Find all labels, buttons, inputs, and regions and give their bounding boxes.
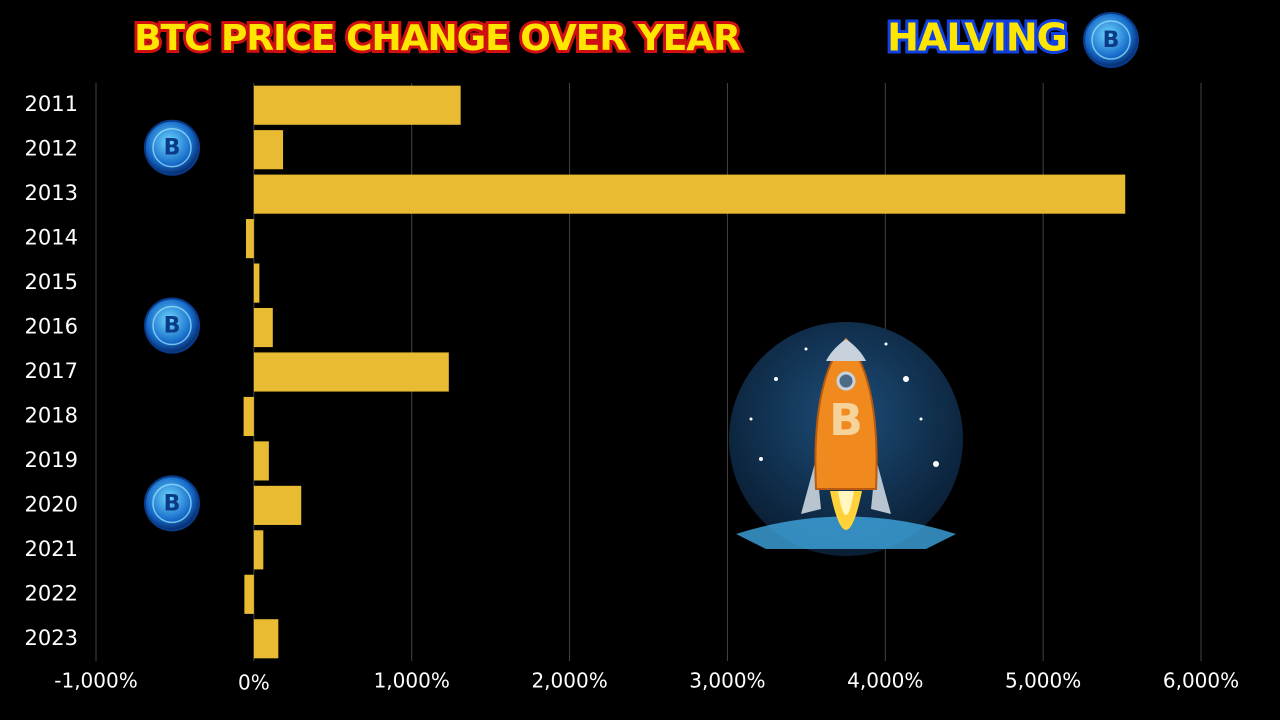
rocket-illustration: B [729, 322, 963, 556]
y-tick-label: 2021 [25, 537, 78, 561]
x-tick-label: 3,000% [689, 669, 765, 693]
halving-marker [144, 297, 200, 354]
chart-title: BTC PRICE CHANGE OVER YEAR [134, 18, 740, 59]
bars [243, 85, 1126, 659]
y-tick-label: 2011 [25, 92, 78, 116]
x-tick-label: 5,000% [1005, 669, 1081, 693]
bar [245, 219, 254, 259]
bar [253, 307, 273, 348]
x-tick-label: 2,000% [531, 669, 607, 693]
halving-marker [144, 119, 200, 176]
y-tick-label: 2014 [25, 226, 78, 250]
x-tick-label: 6,000% [1163, 669, 1239, 693]
bar [244, 574, 254, 614]
bar [253, 85, 461, 125]
bar [253, 530, 264, 570]
x-tick-label: -1,000% [54, 669, 137, 693]
y-tick-label: 2017 [25, 359, 78, 383]
bar [253, 619, 279, 659]
halving-marker [144, 475, 200, 532]
bar [253, 174, 1126, 214]
legend-label: HALVING [887, 16, 1067, 60]
y-tick-label: 2013 [25, 181, 78, 205]
y-tick-label: 2022 [25, 581, 78, 605]
y-tick-label: 2023 [25, 626, 78, 650]
x-tick-label: 1,000% [374, 669, 450, 693]
y-tick-label: 2012 [25, 137, 78, 161]
x-tick-label: 0% [238, 671, 270, 695]
svg-text:B: B [829, 395, 863, 446]
x-tick-label: 4,000% [847, 669, 923, 693]
bar [253, 352, 449, 392]
bar [253, 441, 269, 481]
bar [253, 263, 260, 303]
bar [243, 396, 254, 437]
y-tick-label: 2016 [25, 315, 78, 339]
y-tick-label: 2018 [25, 403, 78, 427]
bar [253, 130, 284, 170]
y-tick-label: 2019 [25, 448, 78, 472]
y-tick-label: 2020 [25, 492, 78, 516]
bar [253, 485, 302, 525]
legend-icon [1083, 12, 1139, 68]
y-tick-label: 2015 [25, 270, 78, 294]
